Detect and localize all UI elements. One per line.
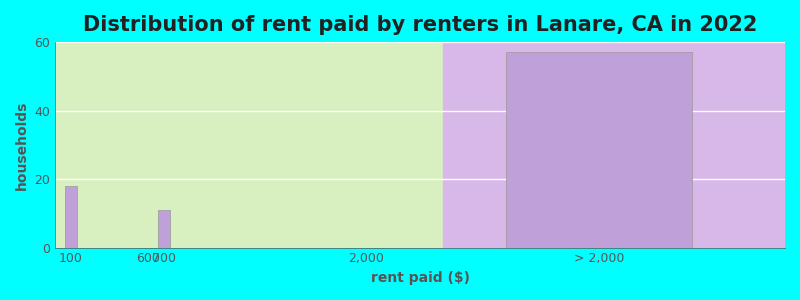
Bar xyxy=(158,210,170,248)
Title: Distribution of rent paid by renters in Lanare, CA in 2022: Distribution of rent paid by renters in … xyxy=(83,15,758,35)
Y-axis label: households: households xyxy=(15,100,29,190)
X-axis label: rent paid ($): rent paid ($) xyxy=(370,271,470,285)
Bar xyxy=(65,186,77,248)
Bar xyxy=(55,42,443,247)
Bar xyxy=(443,42,785,247)
Bar xyxy=(506,52,692,247)
